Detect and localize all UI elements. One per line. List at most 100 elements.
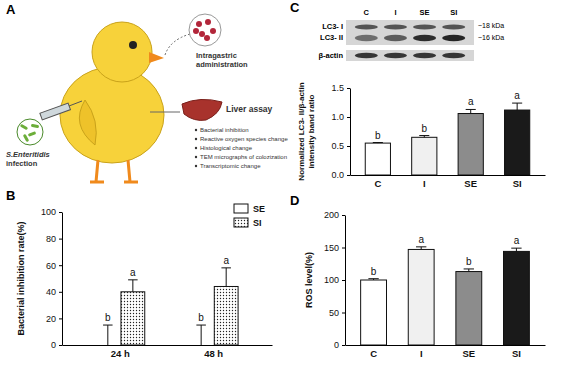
y-tick-label: 80 [46,234,56,244]
error-cap [466,109,476,110]
y-tick-label: 1.0 [331,112,344,122]
x-axis-line [351,175,546,176]
bacteria-icon [17,119,43,145]
y-tick: 0.0 [331,170,350,180]
x-tick-label: SI [513,178,522,189]
error-bar [464,269,474,272]
blot-membrane [346,20,474,45]
y-tick: 100 [41,207,62,217]
y-tick-mark [347,88,350,89]
blot-band [442,35,465,41]
y-axis-title: Bacterial inhibition rate(%) [16,221,26,335]
y-tick-label: 0.0 [331,170,344,180]
error-bar [512,103,522,110]
y-axis-title: Normalized LC3- II/β-actin [297,82,306,180]
band-label: LC3- I [322,22,343,31]
significance-letter: b [371,266,377,277]
annotations: bbaa [375,90,520,140]
y-tick: 50 [329,308,345,318]
error-cap [103,325,113,326]
error-cap [373,142,383,143]
y-tick-mark [59,265,62,266]
x-tick-label: 48 h [204,348,223,359]
bar [214,286,238,345]
bar [456,272,482,345]
plot-area [365,103,529,175]
x-tick-label: C [370,348,377,359]
plot-area [361,247,530,345]
y-tick: 0 [334,340,345,350]
annotations: baba [371,234,520,277]
x-axis: CISESI [351,175,546,189]
panel-label: D [290,193,299,208]
chick-beak [149,52,164,63]
significance-letter: a [223,255,229,266]
x-tick-label: SE [462,348,475,359]
y-tick: 0.5 [331,141,350,151]
assay-bullet [195,165,197,167]
assay-bullet [195,129,197,131]
x-axis-line [63,345,273,346]
bar [361,280,387,345]
bacterium [28,131,37,137]
y-tick-mark [59,239,62,240]
chick-body [60,67,164,163]
blot-band [442,53,465,59]
legend-swatch [234,204,248,213]
y-tick: 100 [324,275,345,285]
y-tick-mark [342,313,345,314]
assay-item: TEM micrographs of colozization [200,154,287,160]
bar-panel: Bbbaa02040608010024 h48 hBacterial inhib… [6,188,273,359]
y-tick-mark [342,215,345,216]
error-cap [512,103,522,104]
error-bar [103,325,113,345]
error-bar [128,280,138,292]
y-tick: 60 [46,261,62,271]
y-tick: 0 [51,340,62,350]
lane-label: SE [420,8,430,17]
y-tick-mark [59,292,62,293]
bar [412,137,437,175]
x-tick: SI [512,345,521,359]
error-bar [368,279,378,280]
liver-icon [182,99,222,120]
legend-label: SE [253,204,265,214]
y-axis-title: ROS level(%) [304,252,314,308]
y-axis: 050100150200 [324,210,346,350]
bacterium [31,124,39,128]
x-tick: SE [462,345,475,359]
blot-band [413,53,436,59]
y-tick-mark [59,345,62,346]
bar-panel: Cbbaa0.00.51.01.5CISESINormalized LC3- I… [290,0,546,189]
chick-eye [129,41,137,49]
x-tick: 48 h [204,345,223,359]
y-tick-label: 50 [329,308,339,318]
assay-item: Bacterial inhibition [200,127,249,133]
significance-letter: b [375,130,381,141]
legend-swatch [234,218,248,227]
blot-band [384,53,407,59]
significance-letter: b [105,312,111,323]
chick-head [92,22,152,82]
y-axis-line [345,216,346,346]
blot-band [413,25,436,30]
blot-band [355,35,378,41]
y-tick-mark [59,318,62,319]
syringe [40,103,71,120]
y-tick-label: 40 [46,287,56,297]
error-cap [464,268,474,269]
y-tick: 1.5 [331,83,350,93]
bar [504,251,530,345]
x-tick: SI [513,175,522,189]
blot-band [355,53,378,59]
legend: SESI [234,204,265,228]
lane-label: SI [450,8,457,17]
assay-item: Transcriptomic change [200,163,261,169]
error-cap [196,325,206,326]
intragastric-label: administration [196,60,248,69]
infection-label: S.Enteritidis [6,150,50,159]
error-cap [416,246,426,247]
dose-particle [196,21,202,27]
needle [69,101,82,106]
y-tick: 200 [324,210,345,220]
